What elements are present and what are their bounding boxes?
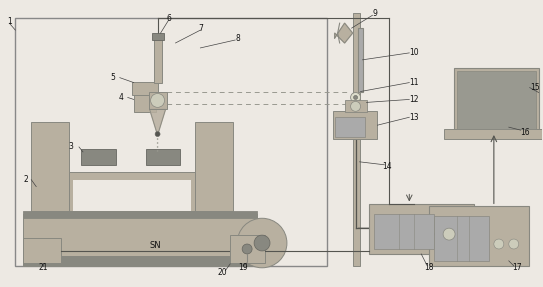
- Text: 11: 11: [409, 78, 419, 87]
- Circle shape: [157, 150, 159, 152]
- Polygon shape: [334, 23, 352, 43]
- Bar: [23, 214, 257, 266]
- Text: 14: 14: [383, 162, 392, 171]
- Circle shape: [150, 94, 165, 107]
- Bar: [375, 214, 434, 249]
- Circle shape: [155, 132, 160, 137]
- Text: 1: 1: [7, 17, 12, 26]
- Bar: [154, 38, 162, 83]
- Bar: [434, 216, 489, 261]
- Bar: [146, 149, 180, 165]
- Bar: [15, 18, 327, 266]
- Text: 7: 7: [198, 24, 203, 33]
- Text: 18: 18: [425, 263, 434, 272]
- Text: 8: 8: [236, 34, 241, 42]
- Circle shape: [254, 235, 270, 251]
- Bar: [352, 13, 359, 266]
- Bar: [31, 122, 69, 211]
- Bar: [134, 83, 156, 112]
- Text: 10: 10: [409, 49, 419, 57]
- Text: 16: 16: [520, 128, 529, 137]
- Circle shape: [351, 101, 361, 111]
- Text: 5: 5: [110, 73, 115, 82]
- Circle shape: [157, 142, 159, 144]
- Circle shape: [237, 218, 287, 268]
- Text: 13: 13: [409, 113, 419, 122]
- Bar: [23, 238, 61, 263]
- Circle shape: [351, 92, 361, 102]
- Bar: [81, 149, 116, 165]
- Text: SN: SN: [150, 241, 161, 251]
- Circle shape: [157, 138, 159, 140]
- Text: 20: 20: [217, 268, 227, 277]
- Text: 2: 2: [24, 175, 29, 184]
- Bar: [357, 28, 363, 92]
- Circle shape: [157, 146, 159, 148]
- Bar: [230, 235, 265, 263]
- Bar: [69, 172, 195, 211]
- Bar: [457, 71, 535, 129]
- Text: 19: 19: [238, 263, 248, 272]
- Text: 17: 17: [512, 263, 522, 272]
- Circle shape: [443, 228, 455, 240]
- Bar: [23, 256, 257, 266]
- Bar: [369, 204, 474, 254]
- Bar: [149, 92, 167, 109]
- Polygon shape: [150, 109, 166, 135]
- Bar: [454, 68, 539, 132]
- Bar: [23, 211, 257, 218]
- Bar: [233, 235, 263, 251]
- Bar: [333, 111, 377, 139]
- Text: 3: 3: [68, 142, 73, 152]
- Circle shape: [242, 244, 252, 254]
- Text: 12: 12: [409, 95, 419, 104]
- Circle shape: [353, 96, 357, 99]
- Bar: [151, 33, 163, 40]
- Circle shape: [509, 239, 519, 249]
- Bar: [132, 82, 157, 96]
- Text: 6: 6: [166, 14, 171, 23]
- Text: 9: 9: [372, 9, 377, 18]
- Text: 4: 4: [118, 93, 123, 102]
- Bar: [444, 129, 543, 139]
- Bar: [429, 206, 529, 266]
- Bar: [345, 100, 367, 112]
- Bar: [195, 122, 233, 211]
- Circle shape: [494, 239, 504, 249]
- Bar: [334, 117, 364, 137]
- Text: 21: 21: [39, 263, 48, 272]
- Bar: [73, 180, 192, 211]
- Text: 15: 15: [530, 83, 539, 92]
